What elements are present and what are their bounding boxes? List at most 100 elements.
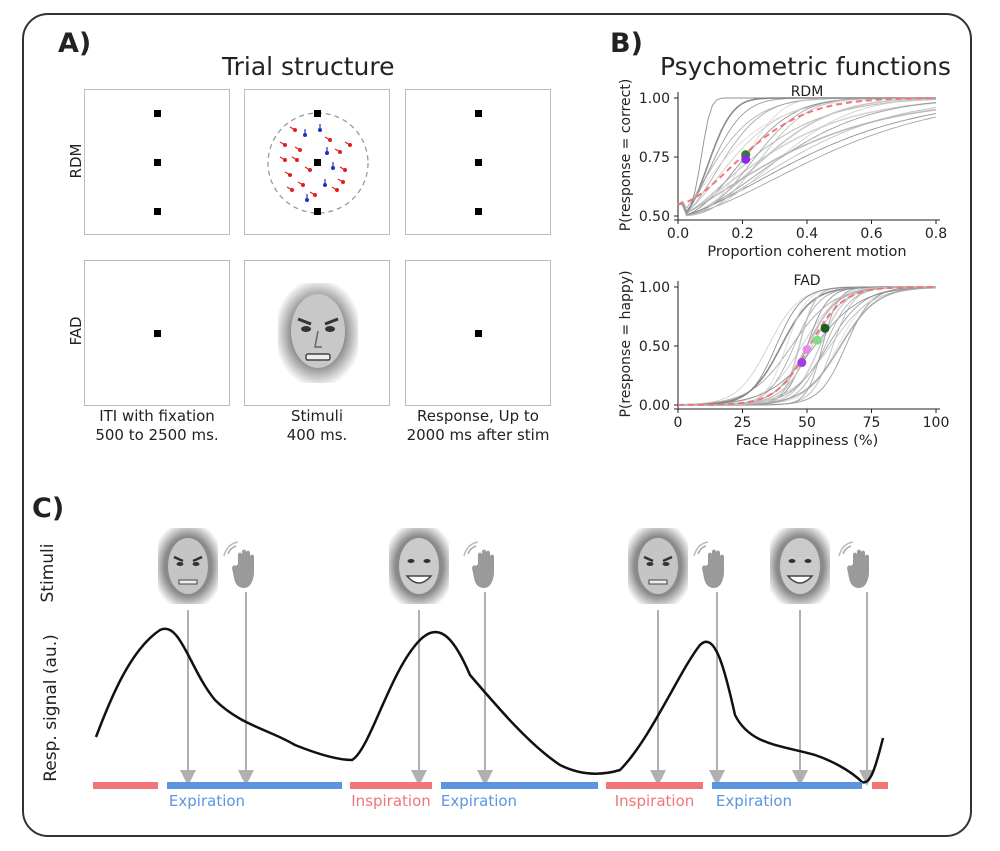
motion-dot — [301, 183, 305, 187]
angry-face-icon — [158, 528, 218, 604]
rdm-iti-box — [84, 89, 230, 235]
expiration-bar — [167, 782, 342, 789]
happy-face-icon — [389, 528, 449, 604]
motion-dot — [308, 168, 312, 172]
caption-response: Response, Up to 2000 ms after stim — [406, 407, 550, 444]
fad-chart: 0 25 50 75 100 0.00 0.50 1.00 FAD Face Happiness … — [618, 270, 949, 449]
threshold-marker — [812, 335, 822, 345]
x-tick-label: 0.2 — [731, 226, 753, 242]
threshold-marker — [741, 154, 751, 164]
motion-dot — [290, 188, 294, 192]
motion-dot — [305, 198, 309, 202]
fixation-dot — [475, 110, 482, 117]
motion-dot — [313, 193, 317, 197]
motion-dot — [343, 168, 347, 172]
threshold-marker — [802, 345, 812, 355]
chart-title: FAD — [793, 273, 820, 289]
motion-dot — [325, 151, 329, 155]
motion-dot — [303, 133, 307, 137]
caption-stimuli: Stimuli 400 ms. — [286, 407, 348, 444]
phase-label: Inspiration — [351, 792, 431, 810]
angry-face-stimulus — [278, 283, 358, 383]
rdm-chart: 0.0 0.2 0.4 0.6 0.8 0.50 0.75 1.00 RDM Proportion… — [618, 80, 947, 260]
motion-dot — [341, 180, 345, 184]
individual-psychometric-curve — [677, 97, 936, 215]
individual-psychometric-curve — [677, 98, 937, 217]
individual-psychometric-curve — [677, 116, 937, 216]
x-tick-label: 0.8 — [925, 226, 947, 242]
phase-label: Expiration — [716, 792, 792, 810]
x-tick-label: 25 — [734, 415, 752, 431]
individual-psychometric-curve — [677, 108, 937, 214]
individual-psychometric-curve — [677, 97, 937, 216]
motion-dot — [323, 183, 327, 187]
y-tick-label: 1.00 — [639, 91, 670, 107]
x-axis-label: Face Happiness (%) — [736, 433, 879, 449]
chart-title: RDM — [791, 84, 824, 100]
inspiration-bar — [350, 782, 432, 789]
rdm-response-box — [405, 89, 551, 235]
x-tick-label: 50 — [798, 415, 816, 431]
psychometric-title: Psychometric functions — [660, 52, 951, 81]
fixation-dot — [154, 110, 161, 117]
motion-dot — [283, 158, 287, 162]
x-tick-label: 0 — [674, 415, 683, 431]
figure-frame — [22, 13, 972, 837]
trial-structure-title: Trial structure — [222, 52, 395, 81]
angry-face-icon — [628, 528, 688, 604]
row-label-fad: FAD — [67, 316, 85, 346]
motion-dot — [298, 148, 302, 152]
respiration-signal-line — [94, 627, 885, 784]
x-tick-label: 0.4 — [796, 226, 818, 242]
hand-tap-icon — [693, 541, 724, 588]
expiration-bar — [712, 782, 862, 789]
y-tick-label: 0.75 — [639, 150, 670, 166]
individual-psychometric-curve — [677, 102, 937, 214]
fixation-dot — [475, 208, 482, 215]
fixation-dot — [154, 159, 161, 166]
motion-dot — [318, 128, 322, 132]
motion-dot — [348, 143, 352, 147]
caption-iti: ITI with fixation 500 to 2500 ms. — [95, 407, 219, 444]
y-axis-label: P(response = happy) — [618, 270, 634, 417]
y-tick-label: 1.00 — [639, 280, 670, 296]
inspiration-bar — [872, 782, 888, 789]
panel-b-letter: B) — [610, 28, 643, 59]
x-tick-label: 0.0 — [667, 226, 689, 242]
panel-c-letter: C) — [32, 493, 65, 524]
panel-a-letter: A) — [58, 28, 92, 59]
respiration-timeline: Expiration Inspiration Expiration Inspirati… — [93, 528, 888, 810]
y-tick-label: 0.00 — [639, 398, 670, 414]
x-tick-label: 0.6 — [860, 226, 882, 242]
x-tick-label: 75 — [863, 415, 881, 431]
threshold-marker — [820, 323, 830, 333]
fixation-dot — [475, 159, 482, 166]
y-tick-label: 0.50 — [639, 209, 670, 225]
row-label-rdm: RDM — [67, 143, 85, 179]
rdm-stimuli-box — [244, 89, 390, 235]
random-dot-motion-stimulus — [267, 110, 369, 215]
motion-dot — [293, 128, 297, 132]
individual-psychometric-curve — [677, 97, 936, 209]
motion-dot — [295, 158, 299, 162]
inspiration-bar — [93, 782, 158, 789]
expiration-bar — [441, 782, 598, 789]
motion-dot — [335, 188, 339, 192]
inspiration-bar — [606, 782, 703, 789]
threshold-marker — [797, 358, 807, 368]
fixation-dot — [475, 330, 482, 337]
motion-dot — [288, 173, 292, 177]
mean-psychometric-curve — [677, 97, 936, 206]
individual-psychometric-curve — [677, 102, 937, 216]
fixation-dot — [154, 330, 161, 337]
fixation-dot — [154, 208, 161, 215]
motion-dot — [338, 150, 342, 154]
x-axis-label: Proportion coherent motion — [707, 244, 906, 260]
y-tick-label: 0.50 — [639, 339, 670, 355]
happy-face-icon — [770, 528, 830, 604]
motion-dot — [328, 138, 332, 142]
fad-iti-box — [84, 260, 230, 406]
phase-label: Expiration — [441, 792, 517, 810]
fad-response-box — [405, 260, 551, 406]
fad-stimuli-box — [244, 260, 390, 406]
